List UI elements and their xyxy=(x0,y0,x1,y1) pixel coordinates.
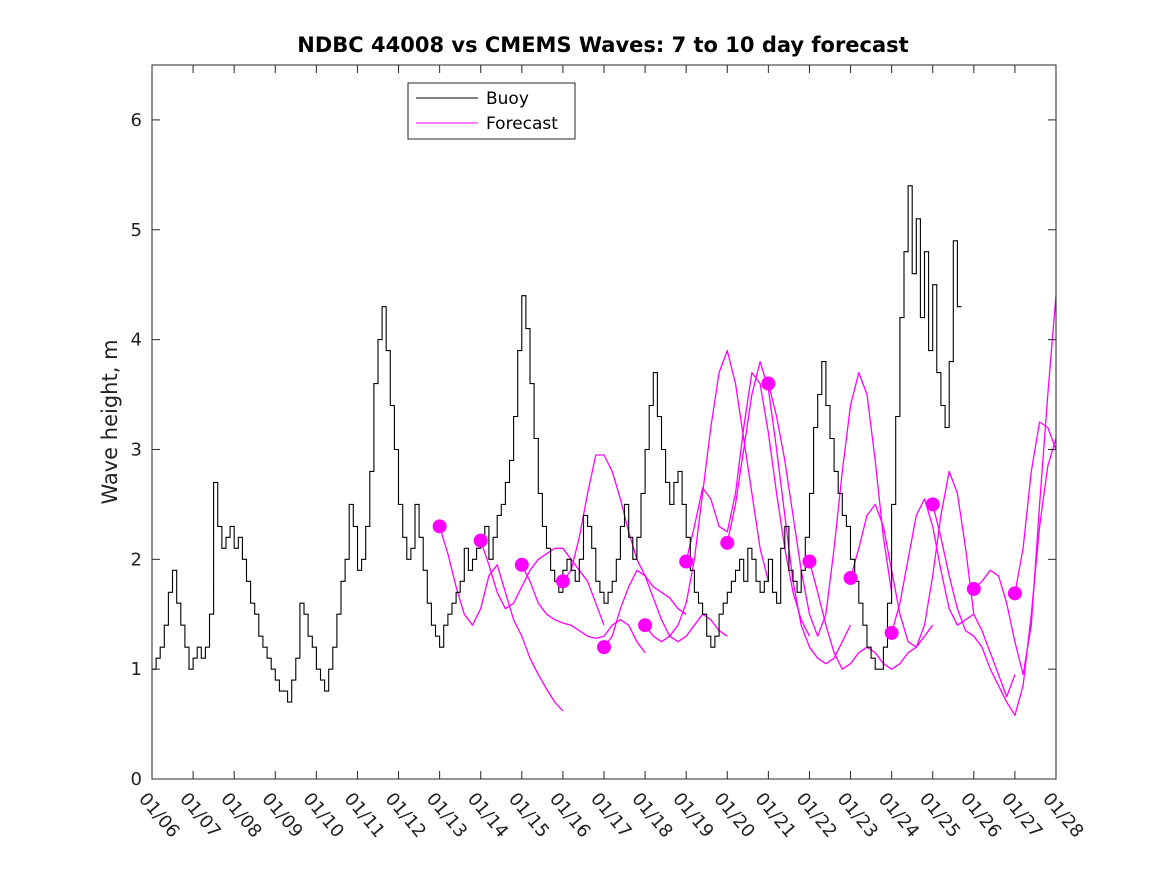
forecast-line xyxy=(849,470,975,648)
forecast-marker xyxy=(473,533,488,548)
forecast-marker xyxy=(679,554,694,569)
forecast-line xyxy=(1014,421,1057,594)
legend: Buoy Forecast xyxy=(407,82,576,140)
forecast-marker xyxy=(1007,586,1022,601)
legend-label-buoy: Buoy xyxy=(486,89,529,109)
y-axis: 0 1 2 3 4 5 6 xyxy=(131,110,1056,790)
forecast-marker xyxy=(638,618,653,633)
y-tick-label: 5 xyxy=(131,220,142,241)
y-tick-label: 4 xyxy=(131,330,142,351)
forecast-marker xyxy=(966,581,981,596)
forecast-line xyxy=(767,371,893,637)
forecast-line xyxy=(480,540,605,626)
plot-content xyxy=(152,185,1057,716)
y-tick-label: 6 xyxy=(131,110,142,131)
forecast-marker xyxy=(925,497,940,512)
forecast-marker xyxy=(884,625,899,640)
forecast-line xyxy=(890,498,1016,698)
forecast-line xyxy=(973,295,1057,676)
forecast-marker xyxy=(761,376,776,391)
forecast-marker xyxy=(597,640,611,655)
y-tick-label: 2 xyxy=(131,549,142,570)
chart-title: NDBC 44008 vs CMEMS Waves: 7 to 10 day f… xyxy=(297,33,908,57)
y-tick-label: 0 xyxy=(131,769,142,790)
legend-box xyxy=(407,82,576,140)
forecast-line xyxy=(644,349,770,643)
forecast-marker xyxy=(432,519,447,534)
forecast-line xyxy=(521,564,646,654)
forecast-marker xyxy=(514,557,529,572)
y-tick-label: 3 xyxy=(131,439,142,460)
legend-label-forecast: Forecast xyxy=(486,114,558,134)
forecast-marker xyxy=(843,570,858,585)
forecast-line xyxy=(438,526,564,712)
forecast-marker xyxy=(802,554,817,569)
forecast-marker xyxy=(555,574,570,589)
y-axis-label: Wave height, m xyxy=(98,339,122,504)
forecast-marker xyxy=(720,535,735,550)
y-tick-label: 1 xyxy=(131,659,142,680)
